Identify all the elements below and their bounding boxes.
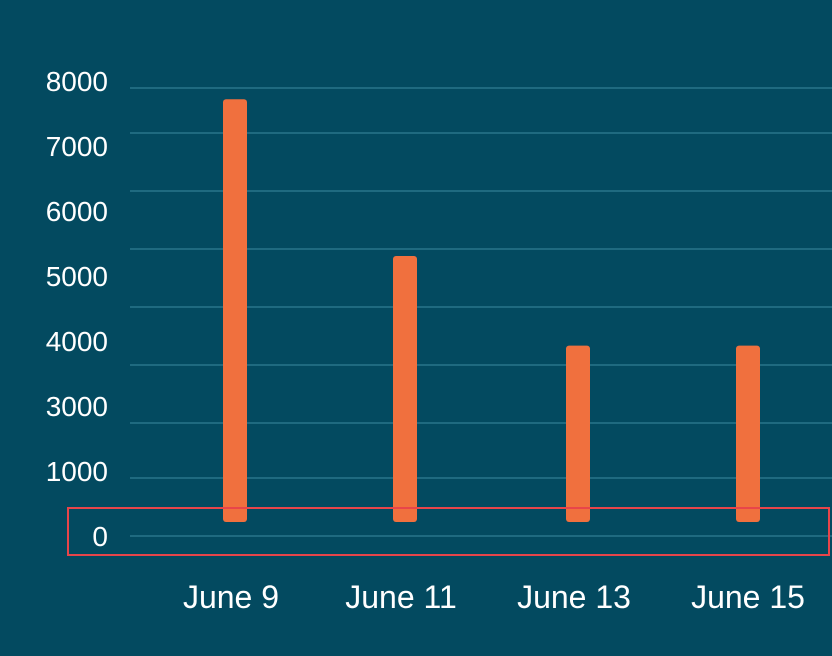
y-tick-label: 1000 — [46, 456, 108, 487]
x-tick-label: June 9 — [183, 579, 279, 615]
y-tick-label: 5000 — [46, 261, 108, 292]
y-tick-label: 3000 — [46, 391, 108, 422]
bar-june-13 — [566, 345, 590, 522]
x-tick-label: June 13 — [517, 579, 631, 615]
x-axis-ticks: June 9 June 11 June 13 June 15 — [183, 579, 805, 615]
y-tick-label: 0 — [92, 521, 108, 552]
y-tick-label: 7000 — [46, 131, 108, 162]
bar-june-15 — [736, 345, 760, 522]
y-axis-ticks: 0 1000 3000 4000 5000 6000 7000 8000 — [46, 66, 108, 552]
highlight-box — [67, 507, 830, 556]
x-tick-label: June 11 — [345, 579, 457, 615]
y-tick-label: 6000 — [46, 196, 108, 227]
bars — [223, 99, 760, 522]
bar-june-9 — [223, 99, 247, 522]
y-tick-label: 8000 — [46, 66, 108, 97]
x-tick-label: June 15 — [691, 579, 805, 615]
bar-june-11 — [393, 256, 417, 522]
y-tick-label: 4000 — [46, 326, 108, 357]
